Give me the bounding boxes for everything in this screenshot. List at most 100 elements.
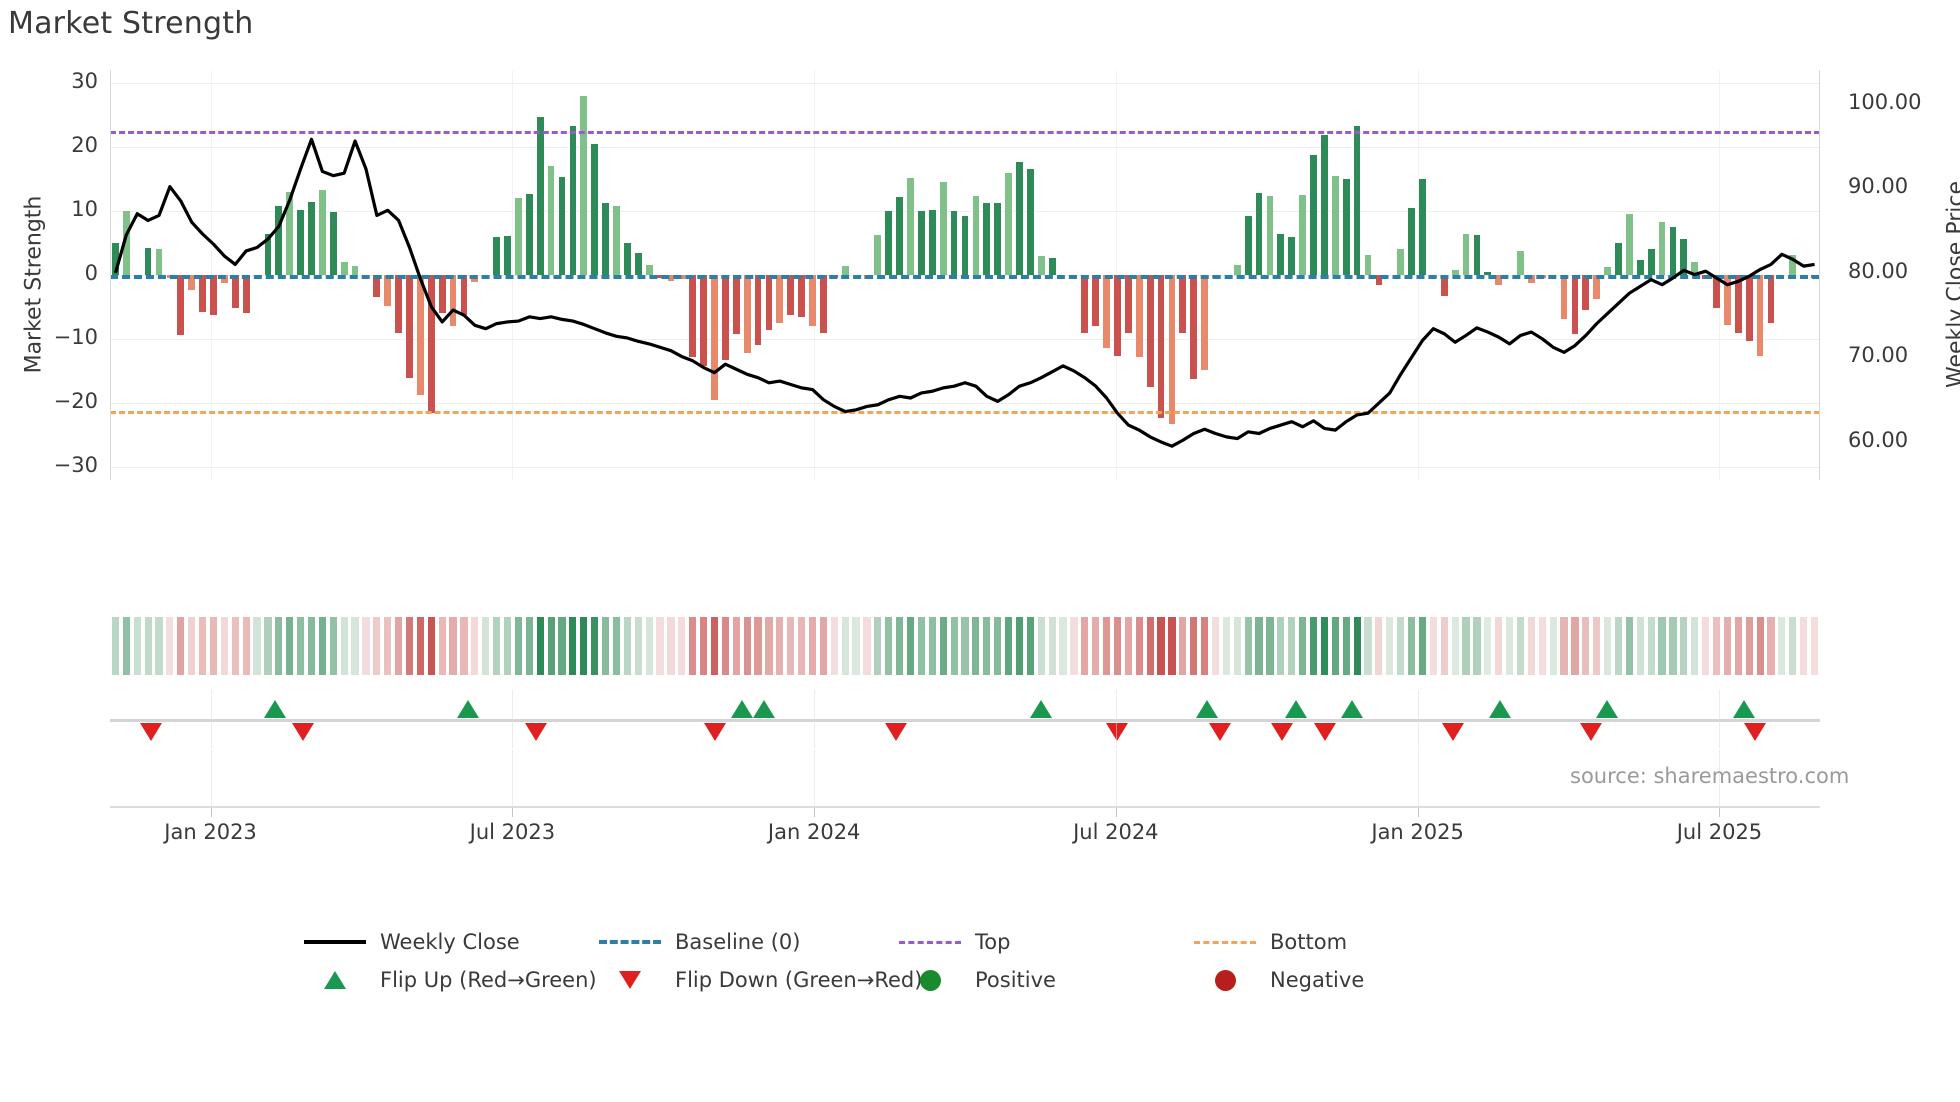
legend-item[interactable]: Bottom (1190, 925, 1347, 959)
y-axis-right-tick-label: 60.00 (1848, 427, 1909, 452)
heat-cell (1026, 617, 1034, 675)
bar-negative (177, 275, 185, 335)
x-gridline (1115, 690, 1117, 748)
heat-cell (318, 617, 326, 675)
x-gridline (1719, 750, 1721, 806)
gridline (110, 82, 1820, 84)
legend-item[interactable]: Positive (895, 963, 1056, 997)
legend-swatch (595, 971, 665, 989)
heat-cell (863, 617, 871, 675)
heat-cell (928, 617, 936, 675)
heat-cell (961, 617, 969, 675)
bar-negative (809, 275, 816, 327)
bar-positive (1604, 267, 1611, 275)
heat-cell (209, 617, 218, 675)
heat-cell (983, 617, 991, 675)
bar-positive (1233, 264, 1241, 275)
flip-down-marker (292, 723, 315, 741)
legend-item[interactable]: Flip Down (Green→Red) (595, 963, 922, 997)
x-axis-tick-label: Jan 2025 (1371, 820, 1464, 844)
heat-cell (1712, 617, 1721, 675)
heat-cell (1440, 617, 1448, 675)
bottom-reference-line (110, 410, 1820, 414)
heat-cell (950, 617, 958, 675)
bar-positive (144, 248, 152, 275)
heat-cell (1244, 617, 1252, 675)
heat-cell (678, 617, 686, 675)
heat-cell (830, 617, 838, 675)
bar-negative (765, 275, 773, 331)
bar-negative (384, 275, 392, 306)
bar-positive (1484, 271, 1492, 275)
bar-positive (1680, 239, 1688, 275)
heat-cell (1309, 617, 1318, 675)
bar-positive (1636, 259, 1644, 275)
legend-item-label: Bottom (1270, 930, 1348, 954)
x-axis-tick-label: Jan 2024 (767, 820, 861, 844)
bar-positive (329, 212, 337, 275)
legend-item[interactable]: Negative (1190, 963, 1364, 997)
bar-positive (1037, 255, 1045, 275)
heat-cell (1429, 617, 1437, 675)
bar-negative (1756, 275, 1764, 356)
bar-negative (754, 275, 762, 346)
heat-cell (1593, 617, 1601, 675)
heat-cell (754, 617, 762, 675)
heat-cell (1625, 617, 1633, 675)
heat-cell (819, 617, 827, 675)
heat-cell (1201, 617, 1209, 675)
bar-negative (460, 275, 468, 316)
heat-cell (1571, 617, 1579, 675)
heat-cell (645, 617, 653, 675)
bar-positive (1419, 178, 1426, 275)
bar-positive (504, 235, 511, 275)
strength-heat-strip (110, 617, 1820, 675)
bar-negative (373, 275, 381, 298)
flip-up-marker (1733, 700, 1756, 718)
heat-cell (482, 617, 490, 675)
heat-cell (634, 617, 642, 675)
heat-cell (1582, 617, 1590, 675)
heat-cell (1778, 617, 1786, 675)
legend-item[interactable]: Baseline (0) (595, 925, 800, 959)
bar-positive (297, 209, 304, 275)
y-axis-left-tick-label: −30 (53, 453, 98, 478)
bar-positive (1647, 249, 1655, 275)
heat-cell (1756, 617, 1764, 675)
bar-positive (1658, 222, 1666, 275)
bar-positive (122, 210, 130, 275)
heat-cell (198, 617, 207, 675)
bar-positive (1016, 162, 1023, 275)
heat-cell (1190, 617, 1198, 675)
bar-negative (188, 275, 196, 290)
heat-cell (612, 617, 621, 675)
heat-cell (1560, 617, 1568, 675)
heat-cell (166, 617, 174, 675)
heat-cell (1135, 617, 1143, 675)
heat-cell (1462, 617, 1470, 675)
heat-cell (591, 617, 599, 675)
circle-marker-icon (1214, 969, 1236, 991)
legend-item[interactable]: Flip Up (Red→Green) (300, 963, 597, 997)
bar-positive (515, 198, 522, 275)
bar-negative (1092, 275, 1100, 327)
heat-cell (133, 617, 141, 675)
bar-negative (1103, 275, 1110, 349)
bar-positive (319, 189, 326, 275)
heat-cell (689, 617, 697, 675)
bar-negative (1146, 275, 1154, 388)
bar-positive (939, 182, 947, 275)
bar-positive (591, 144, 599, 275)
legend-item[interactable]: Weekly Close (300, 925, 520, 959)
heat-cell (275, 617, 283, 675)
heat-cell (1146, 617, 1154, 675)
heat-cell (1604, 617, 1612, 675)
bar-positive (1342, 178, 1350, 275)
x-gridline (1417, 750, 1419, 806)
dashed-line-swatch-icon (1194, 940, 1256, 944)
main-plot-area: 30 20 10 0 −10 −20 −30 100.00 90.00 80.00 70.00 60… (54, 69, 1921, 480)
heat-cell (1277, 617, 1285, 675)
legend-swatch (895, 969, 965, 991)
x-gridline (210, 750, 212, 806)
legend-item[interactable]: Top (895, 925, 1010, 959)
